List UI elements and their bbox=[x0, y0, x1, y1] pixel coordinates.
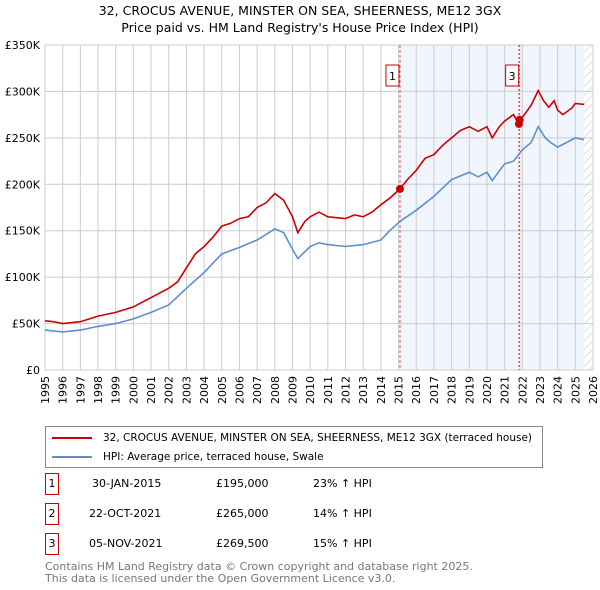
chart-title: 32, CROCUS AVENUE, MINSTER ON SEA, SHEER… bbox=[98, 3, 502, 18]
sale-label-box bbox=[385, 64, 400, 87]
x-tick-label: 2026 bbox=[587, 376, 600, 404]
x-tick-label: 2000 bbox=[127, 376, 140, 404]
legend-swatch-property bbox=[52, 437, 92, 439]
x-tick-label: 2009 bbox=[286, 376, 299, 404]
sale-hpi: 14% ↑ HPI bbox=[313, 507, 372, 520]
x-tick-label: 2020 bbox=[481, 376, 494, 404]
sale-marker: 2 bbox=[45, 503, 59, 525]
x-tick-label: 2018 bbox=[446, 376, 459, 404]
x-tick-label: 2025 bbox=[569, 376, 582, 404]
x-tick-label: 2022 bbox=[516, 376, 529, 404]
x-tick-label: 2023 bbox=[534, 376, 547, 404]
x-tick-label: 2001 bbox=[145, 376, 158, 404]
sale-price: £195,000 bbox=[216, 477, 269, 490]
chart-subtitle: Price paid vs. HM Land Registry's House … bbox=[121, 20, 479, 35]
sale-label: 3 bbox=[509, 70, 516, 83]
x-tick-label: 2019 bbox=[463, 376, 476, 404]
sale-label-box bbox=[505, 64, 520, 87]
sale-label: 1 bbox=[389, 70, 396, 83]
y-tick-label: £0 bbox=[26, 364, 40, 377]
legend-item-property: 32, CROCUS AVENUE, MINSTER ON SEA, SHEER… bbox=[52, 430, 532, 446]
x-tick-label: 2003 bbox=[180, 376, 193, 404]
footer-line-1: Contains HM Land Registry data © Crown c… bbox=[45, 560, 473, 573]
sale-date: 05-NOV-2021 bbox=[89, 537, 163, 550]
x-tick-label: 1998 bbox=[92, 376, 105, 404]
sale-date: 22-OCT-2021 bbox=[89, 507, 162, 520]
x-tick-label: 2008 bbox=[269, 376, 282, 404]
sale-price: £269,500 bbox=[216, 537, 269, 550]
sale-point bbox=[395, 184, 404, 193]
x-tick-label: 2011 bbox=[322, 376, 335, 404]
x-tick-label: 1996 bbox=[57, 376, 70, 404]
y-tick-label: £300K bbox=[5, 85, 41, 98]
x-tick-label: 2012 bbox=[340, 376, 353, 404]
legend: 32, CROCUS AVENUE, MINSTER ON SEA, SHEER… bbox=[45, 426, 543, 468]
forecast-hatch bbox=[584, 45, 593, 370]
x-tick-label: 2004 bbox=[198, 376, 211, 404]
y-tick-label: £250K bbox=[5, 132, 41, 145]
legend-label-hpi: HPI: Average price, terraced house, Swal… bbox=[103, 451, 324, 463]
y-tick-label: £50K bbox=[12, 318, 41, 331]
x-tick-label: 2002 bbox=[163, 376, 176, 404]
x-tick-label: 1999 bbox=[110, 376, 123, 404]
footer-attribution: Contains HM Land Registry data © Crown c… bbox=[45, 561, 473, 585]
y-tick-label: £150K bbox=[5, 225, 41, 238]
sale-marker: 3 bbox=[45, 533, 59, 555]
sale-hpi: 15% ↑ HPI bbox=[313, 537, 372, 550]
sale-marker: 1 bbox=[45, 473, 59, 495]
hpi-line bbox=[44, 125, 585, 333]
sale-point bbox=[515, 115, 524, 124]
sale-price: £265,000 bbox=[216, 507, 269, 520]
x-tick-label: 2006 bbox=[233, 376, 246, 404]
x-tick-label: 2024 bbox=[552, 376, 565, 404]
legend-label-property: 32, CROCUS AVENUE, MINSTER ON SEA, SHEER… bbox=[103, 432, 533, 444]
x-tick-label: 2021 bbox=[499, 376, 512, 404]
x-tick-label: 1995 bbox=[39, 376, 52, 404]
x-tick-label: 2014 bbox=[375, 376, 388, 404]
sale-row: 2 22-OCT-2021 £265,000 14% ↑ HPI bbox=[45, 503, 545, 525]
shaded-region bbox=[399, 45, 585, 370]
x-tick-label: 1997 bbox=[74, 376, 87, 404]
y-tick-label: £200K bbox=[5, 178, 41, 191]
y-tick-label: £350K bbox=[5, 39, 41, 52]
y-tick-label: £100K bbox=[5, 271, 41, 284]
x-tick-label: 2017 bbox=[428, 376, 441, 404]
x-tick-label: 2015 bbox=[393, 376, 406, 404]
x-tick-label: 2013 bbox=[357, 376, 370, 404]
sale-hpi: 23% ↑ HPI bbox=[313, 477, 372, 490]
sale-date: 30-JAN-2015 bbox=[92, 477, 162, 490]
x-tick-label: 2010 bbox=[304, 376, 317, 404]
legend-item-hpi: HPI: Average price, terraced house, Swal… bbox=[52, 449, 324, 465]
sale-row: 3 05-NOV-2021 £269,500 15% ↑ HPI bbox=[45, 533, 545, 555]
plot-border bbox=[44, 44, 594, 371]
plot-area: 1995 1996 1997 1998 1999 2000 2001 2002 2003 2004… bbox=[5, 39, 600, 404]
sale-row: 1 30-JAN-2015 £195,000 23% ↑ HPI bbox=[45, 473, 545, 495]
footer-line-2: This data is licensed under the Open Gov… bbox=[45, 572, 396, 585]
x-tick-label: 2005 bbox=[216, 376, 229, 404]
x-tick-label: 2007 bbox=[251, 376, 264, 404]
legend-swatch-hpi bbox=[52, 456, 92, 458]
x-tick-label: 2016 bbox=[410, 376, 423, 404]
